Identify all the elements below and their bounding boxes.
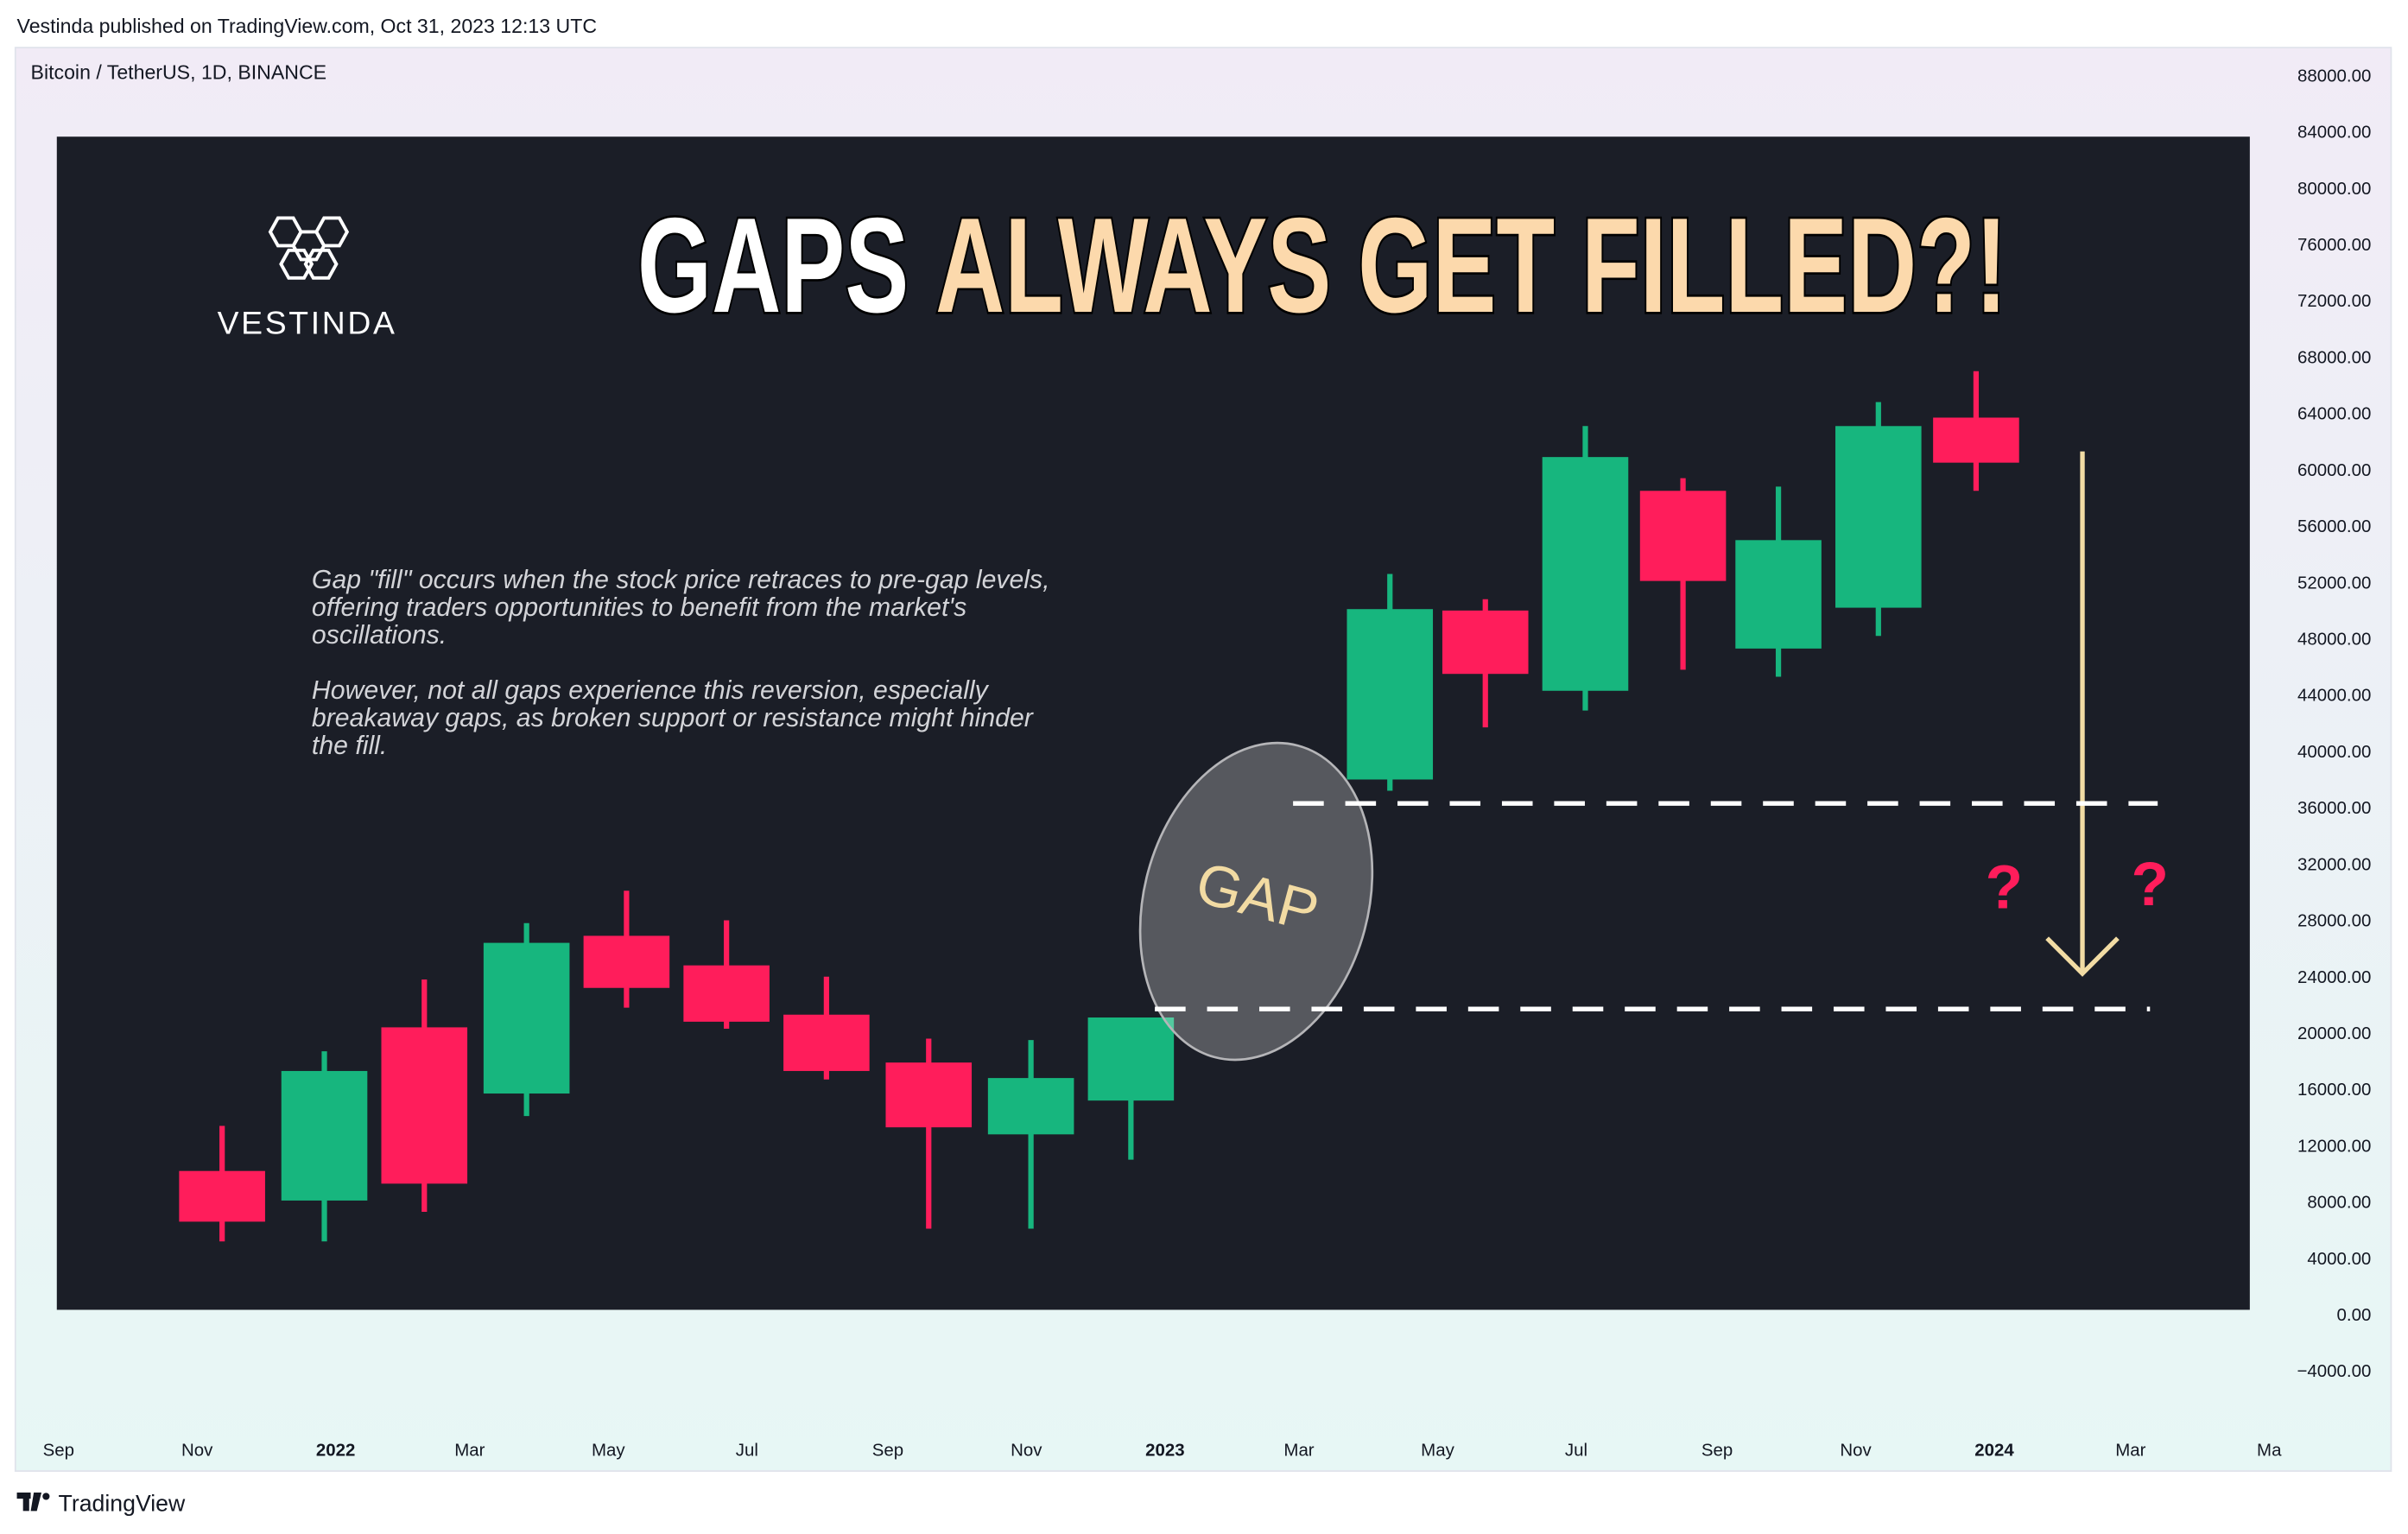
candles [179,371,2019,1242]
y-tick-label: 52000.00 [2297,573,2371,593]
candle-body [1835,426,1922,608]
candle-body [179,1170,265,1222]
y-tick-label: 12000.00 [2297,1136,2371,1156]
description-line: offering traders opportunities to benefi… [312,593,966,622]
candle-body [583,935,670,988]
description-line: Gap "fill" occurs when the stock price r… [312,566,1050,594]
candle-body [381,1027,468,1184]
y-tick-label: 80000.00 [2297,179,2371,199]
y-tick-label: 56000.00 [2297,517,2371,536]
y-tick-label: 8000.00 [2307,1193,2371,1213]
y-tick-label: 68000.00 [2297,347,2371,367]
candle-body [483,942,570,1094]
x-tick-label: Jul [736,1440,758,1460]
x-tick-label: Nov [181,1440,213,1460]
brand-name: VESTINDA [218,305,397,341]
x-tick-label: Nov [1840,1440,1872,1460]
tradingview-logo-icon [16,1493,50,1512]
y-tick-label: 88000.00 [2297,66,2371,86]
y-tick-label: 60000.00 [2297,460,2371,480]
y-tick-label: −4000.00 [2297,1361,2372,1381]
x-tick-label: Mar [1283,1440,1314,1460]
x-tick-label: 2023 [1145,1440,1184,1460]
description-line: breakaway gaps, as broken support or res… [312,704,1035,732]
title-part: GAPS [637,190,909,341]
candle-body [1639,491,1727,581]
candle-body [281,1070,368,1201]
x-tick-label: Sep [43,1440,74,1460]
x-tick-label: May [1421,1440,1454,1460]
y-tick-label: 40000.00 [2297,742,2371,762]
y-tick-label: 64000.00 [2297,404,2371,424]
title-part: ALWAYS GET FILLED?! [935,190,2007,341]
x-tick-label: 2022 [316,1440,355,1460]
candle-body [1933,417,2019,463]
y-tick-label: 16000.00 [2297,1080,2371,1100]
gap-highlight [1138,741,1374,1062]
y-tick-label: 0.00 [2337,1305,2372,1325]
x-tick-label: Mar [2115,1440,2145,1460]
candle-body [1542,457,1629,691]
symbol-label: Bitcoin / TetherUS, 1D, BINANCE [31,60,327,83]
down-arrow [2045,451,2120,977]
candle-body [885,1062,973,1128]
y-tick-label: 48000.00 [2297,629,2371,649]
description-line: However, not all gaps experience this re… [312,676,990,705]
description-line: the fill. [312,732,387,760]
y-tick-label: 24000.00 [2297,967,2371,987]
y-tick-label: 44000.00 [2297,686,2371,706]
description-line: oscillations. [312,621,447,650]
question-mark: ? [2132,851,2169,919]
footer-brand: TradingView [59,1490,186,1516]
x-tick-label: Sep [1701,1440,1733,1460]
x-tick-label: Jul [1565,1440,1587,1460]
y-tick-label: 4000.00 [2307,1249,2371,1269]
brand-logo-icon [268,216,350,280]
x-tick-label: Mar [454,1440,485,1460]
candle-body [783,1014,870,1071]
y-tick-label: 84000.00 [2297,123,2371,143]
candle-body [1347,609,1434,780]
x-tick-label: Ma [2257,1440,2282,1460]
x-tick-label: 2024 [1974,1440,2014,1460]
y-tick-label: 76000.00 [2297,235,2371,255]
y-tick-label: 72000.00 [2297,291,2371,311]
x-tick-label: May [592,1440,625,1460]
candle-body [987,1078,1074,1135]
x-tick-label: Sep [872,1440,903,1460]
x-tick-label: Nov [1011,1440,1042,1460]
candle-body [1087,1017,1175,1101]
candle-body [1735,540,1822,649]
candle-body [1442,610,1529,675]
candle-body [683,965,770,1022]
chart-title: GAPS ALWAYS GET FILLED?! [637,190,2007,341]
y-tick-label: 28000.00 [2297,911,2371,931]
y-tick-label: 20000.00 [2297,1024,2371,1043]
y-tick-label: 32000.00 [2297,854,2371,874]
question-mark: ? [1986,854,2023,922]
publisher-line: Vestinda published on TradingView.com, O… [17,15,598,37]
y-tick-label: 36000.00 [2297,798,2371,818]
